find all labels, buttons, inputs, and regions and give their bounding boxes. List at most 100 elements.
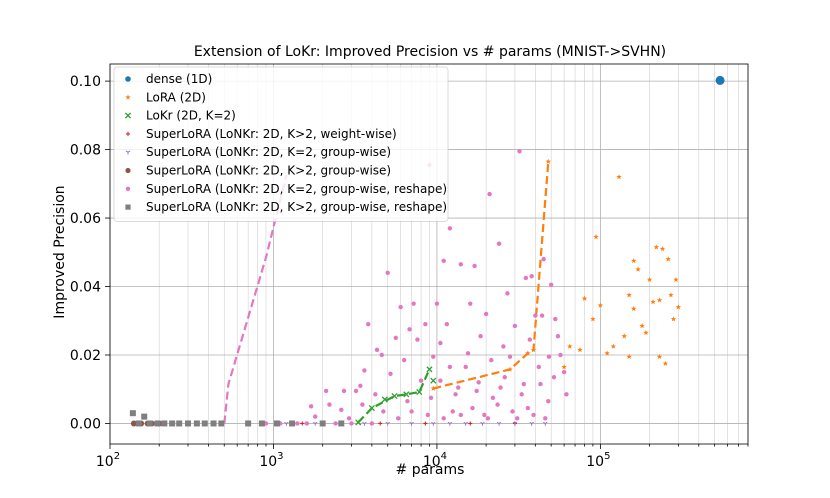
data-point: [300, 421, 305, 426]
data-point: [489, 357, 494, 363]
data-point: [218, 420, 225, 427]
data-point: [529, 274, 534, 279]
data-point: [423, 421, 428, 426]
data-point: [346, 416, 352, 421]
data-point: [409, 409, 414, 414]
data-point: [659, 246, 666, 252]
data-point: [304, 421, 310, 426]
data-point: [434, 301, 440, 306]
data-point: [662, 360, 669, 366]
data-point: [517, 149, 522, 154]
ticks: 0.00 0.02 0.04 0.06 0.08 0.10 102 103 104 105: [70, 74, 749, 470]
series-0: [715, 75, 725, 85]
data-point: [643, 329, 649, 336]
data-point: [496, 241, 502, 246]
legend-label: SuperLoRA (LoNKr: 2D, K>2, group-wise): [146, 164, 391, 178]
data-point: [396, 416, 401, 421]
legend-marker: [125, 204, 131, 210]
data-point: [496, 421, 502, 426]
data-point: [577, 347, 583, 353]
data-point: [561, 364, 567, 370]
data-point: [366, 321, 371, 327]
data-point: [378, 421, 383, 426]
data-point: [543, 416, 548, 421]
data-point: [505, 291, 510, 296]
data-point: [426, 366, 433, 373]
data-point: [653, 244, 660, 250]
data-point: [626, 353, 632, 360]
series-1: [430, 158, 682, 391]
series-6: [223, 149, 569, 426]
legend-label: SuperLoRA (LoNKr: 2D, K>2, group-wise, r…: [146, 200, 447, 214]
data-point: [476, 380, 481, 385]
data-point: [453, 392, 458, 397]
data-point: [358, 383, 363, 389]
data-point: [393, 335, 398, 341]
data-point: [362, 421, 367, 426]
data-point: [438, 378, 443, 383]
data-point: [604, 350, 610, 356]
data-point: [176, 420, 183, 427]
data-point: [362, 368, 367, 373]
legend-marker: [125, 76, 131, 82]
data-point: [478, 333, 483, 339]
data-point: [463, 364, 468, 370]
data-point: [656, 353, 663, 360]
legend-label: SuperLoRA (LoNKr: 2D, K=2, group-wise, r…: [146, 182, 447, 196]
data-point: [507, 354, 513, 359]
data-point: [339, 407, 344, 412]
data-point: [675, 304, 682, 310]
legend-marker: [125, 186, 131, 191]
data-point: [425, 412, 431, 418]
data-point: [403, 391, 410, 398]
data-point: [405, 399, 410, 404]
data-point: [502, 375, 507, 380]
data-point: [456, 385, 461, 390]
data-point: [295, 421, 300, 426]
data-point: [146, 420, 153, 427]
data-point: [512, 323, 518, 329]
data-point: [646, 276, 653, 282]
data-point: [398, 304, 403, 310]
y-tick-label: 0.02: [70, 348, 101, 364]
data-point: [597, 302, 604, 308]
data-point: [616, 174, 622, 180]
data-point: [501, 344, 506, 349]
data-point: [541, 256, 546, 262]
data-point: [431, 354, 436, 359]
data-point: [529, 421, 534, 426]
data-point: [381, 409, 386, 414]
data-point: [381, 396, 388, 403]
data-point: [258, 420, 265, 427]
data-point: [169, 420, 176, 427]
data-point: [308, 404, 314, 409]
y-tick-label: 0.04: [70, 280, 101, 296]
data-point: [430, 377, 437, 384]
data-point: [472, 263, 477, 269]
x-tick-label: 105: [586, 451, 610, 470]
data-point: [485, 416, 491, 421]
y-tick-label: 0.06: [70, 211, 101, 227]
data-point: [135, 420, 142, 427]
data-point: [289, 420, 296, 427]
legend-label: SuperLoRA (LoNKr: 2D, K=2, group-wise): [146, 145, 391, 159]
data-point: [201, 420, 208, 427]
data-point: [431, 421, 436, 426]
data-point: [284, 421, 289, 426]
data-point: [545, 158, 551, 164]
data-point: [495, 402, 500, 407]
data-point: [154, 420, 161, 427]
data-point: [379, 352, 384, 358]
data-point: [409, 421, 414, 426]
data-point: [551, 375, 557, 380]
data-point: [515, 416, 520, 421]
legend: dense (1D) LoRA (2D) LoKr (2D, K=2) SuperLo…: [113, 66, 449, 222]
data-point: [553, 316, 558, 322]
data-point: [539, 313, 545, 318]
y-axis-label: Improved Precision: [52, 185, 68, 318]
data-point: [631, 257, 637, 264]
data-point: [558, 352, 563, 358]
data-point: [447, 421, 453, 426]
data-point: [581, 295, 588, 301]
data-point: [512, 421, 518, 426]
